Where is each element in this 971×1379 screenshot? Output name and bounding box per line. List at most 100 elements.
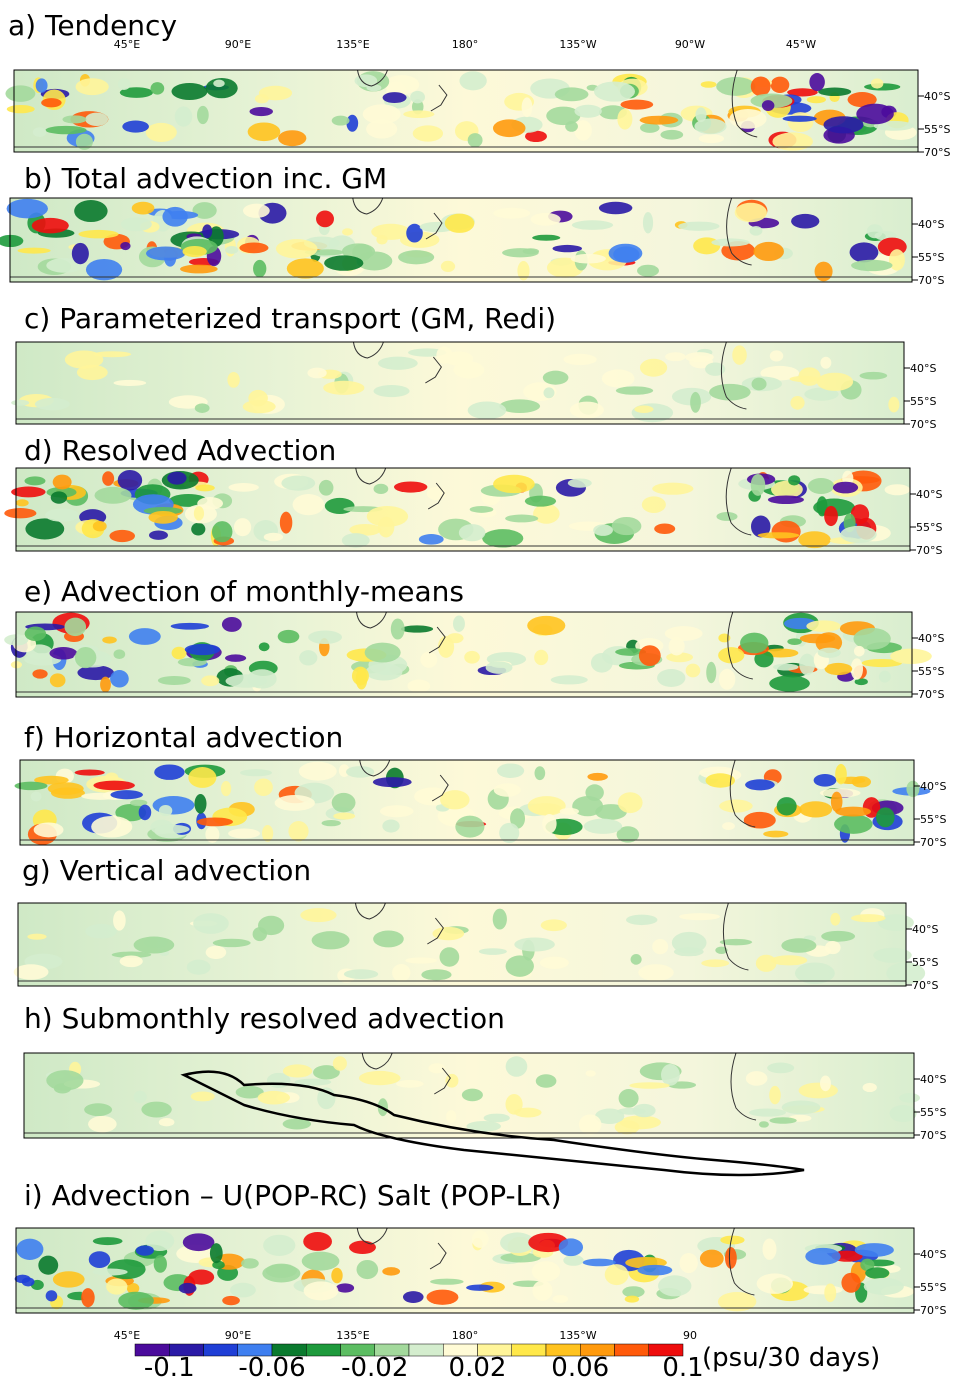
map-blob xyxy=(5,85,35,101)
map-blob xyxy=(38,1256,58,1275)
map-blob xyxy=(149,531,168,540)
map-blob xyxy=(7,199,48,219)
map-blob xyxy=(100,677,111,693)
map-blob xyxy=(637,1265,672,1276)
map-blob xyxy=(162,207,187,227)
map-blob xyxy=(25,476,46,485)
map-blob xyxy=(525,496,556,507)
map-blob xyxy=(799,1083,838,1099)
map-blob xyxy=(213,80,224,87)
map-blob xyxy=(95,487,132,504)
map-blob xyxy=(619,1089,639,1108)
map-blob xyxy=(678,222,719,231)
map-blob xyxy=(745,779,775,790)
map-blob xyxy=(879,671,891,683)
map-blob xyxy=(583,1259,616,1267)
map-blob xyxy=(188,767,216,788)
map-blob xyxy=(643,212,653,233)
lat-label: 55°S xyxy=(920,1106,946,1119)
lat-label: 40°S xyxy=(924,90,950,103)
map-blob xyxy=(78,230,118,239)
map-blob xyxy=(41,98,61,107)
map-blob xyxy=(616,386,653,394)
colorbar-lon-label: 180° xyxy=(452,1329,479,1342)
colorbar-label: -0.1 xyxy=(144,1353,195,1379)
map-blob xyxy=(658,1275,691,1296)
map-blob xyxy=(17,248,50,254)
map-blob xyxy=(585,1070,595,1076)
figure: a) Tendency40°S55°S70°Sb) Total advectio… xyxy=(0,0,971,1379)
colorbar-swatch xyxy=(615,1344,649,1356)
map-blob xyxy=(565,121,578,132)
map-blob xyxy=(782,1100,821,1114)
map xyxy=(4,468,910,551)
map-blob xyxy=(275,795,315,811)
map-blob xyxy=(660,130,683,140)
map-blob xyxy=(735,203,767,222)
map-blob xyxy=(357,1260,379,1279)
map-blob xyxy=(825,663,853,675)
map-blob xyxy=(514,937,555,951)
map-blob xyxy=(391,618,405,639)
lat-label: 55°S xyxy=(910,395,936,408)
map xyxy=(15,760,931,845)
map-blob xyxy=(876,807,895,827)
map-blob xyxy=(333,1056,347,1071)
map-blob xyxy=(769,1117,796,1124)
map-blob xyxy=(505,515,538,523)
map-blob xyxy=(225,654,246,661)
map-blob xyxy=(719,800,752,813)
panel-title: b) Total advection inc. GM xyxy=(24,162,387,195)
map-blob xyxy=(746,1071,768,1086)
map-blob xyxy=(440,947,460,966)
map-blob xyxy=(709,384,751,401)
map-blob xyxy=(791,214,819,229)
map-blob xyxy=(482,529,523,547)
map-blob xyxy=(863,1083,877,1092)
map-blob xyxy=(438,636,454,658)
map-blob xyxy=(195,484,215,491)
map-blob xyxy=(593,524,613,536)
map-blob xyxy=(222,1296,240,1305)
lon-label: 135°W xyxy=(559,38,596,51)
map-blob xyxy=(531,213,561,226)
map-blob xyxy=(466,1284,493,1290)
map-blob xyxy=(172,647,187,660)
map-blob xyxy=(637,265,659,277)
map-blob xyxy=(470,506,494,513)
colorbar-swatch xyxy=(409,1344,443,1356)
map-blob xyxy=(820,1075,831,1091)
map-blob xyxy=(579,1114,602,1134)
map-blob xyxy=(132,202,155,215)
map-blob xyxy=(833,482,858,494)
map-blob xyxy=(16,499,29,506)
map-blob xyxy=(752,378,767,391)
map-blob xyxy=(799,801,832,817)
map-blob xyxy=(45,126,86,134)
map-blob xyxy=(652,483,693,495)
map-blob xyxy=(202,224,212,238)
map-blob xyxy=(31,791,42,801)
lat-label: 40°S xyxy=(918,632,944,645)
map-blob xyxy=(325,498,355,514)
map-blob xyxy=(155,825,190,834)
map-blob xyxy=(767,1063,794,1074)
map-blob xyxy=(179,1283,197,1294)
map-blob xyxy=(48,782,84,795)
map-blob xyxy=(851,658,863,680)
map-blob xyxy=(331,1268,342,1284)
map-blob xyxy=(146,123,177,142)
map-blob xyxy=(559,1238,583,1256)
lat-label: 55°S xyxy=(920,1281,946,1294)
map-blob xyxy=(824,1284,836,1303)
map-blob xyxy=(618,792,643,813)
map-blob xyxy=(534,650,548,665)
map-blob xyxy=(744,812,776,829)
map-blob xyxy=(740,633,768,654)
map-blob xyxy=(383,92,407,103)
lat-label: 40°S xyxy=(912,923,938,936)
map-blob xyxy=(851,260,892,271)
map-blob xyxy=(378,517,394,538)
lat-label: 40°S xyxy=(910,362,936,375)
map-blob xyxy=(701,959,729,967)
